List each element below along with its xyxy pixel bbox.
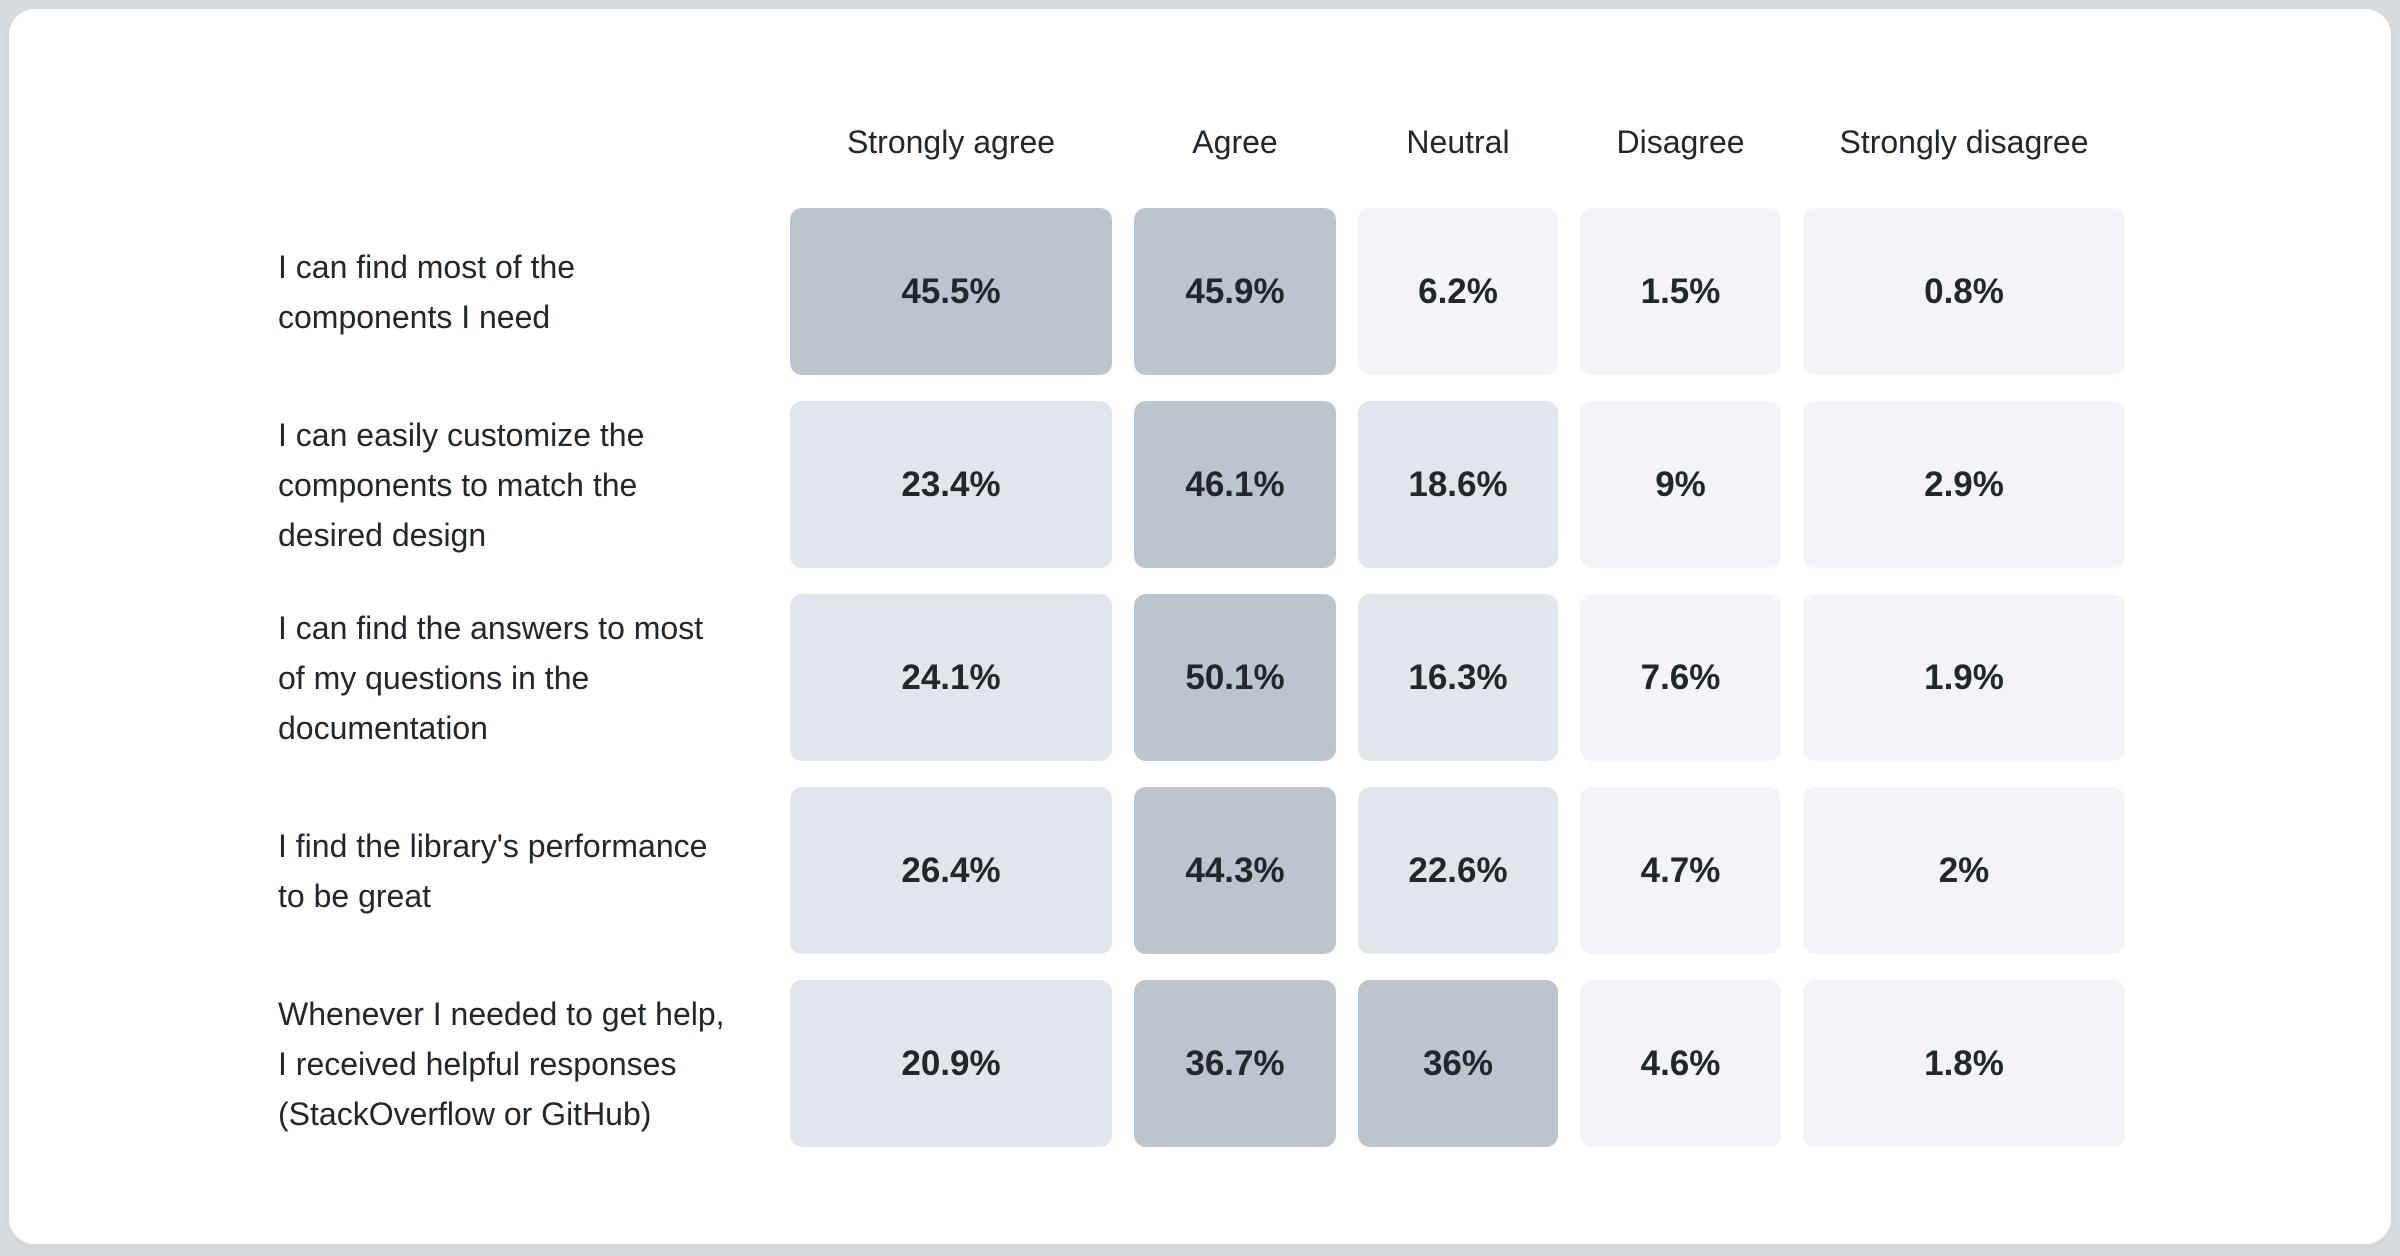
heatmap-cell: 7.6%: [1580, 594, 1781, 761]
row-label-line: to be great: [278, 877, 431, 914]
row-label-line: I can easily customize the: [278, 416, 645, 453]
column-header-agree: Agree: [1192, 123, 1278, 160]
heatmap-cell: 16.3%: [1358, 594, 1558, 761]
row-label-line: I can find the answers to most: [278, 609, 704, 646]
row-label-line: components to match the: [278, 466, 638, 503]
column-header-strongly-agree: Strongly agree: [846, 123, 1056, 160]
heatmap-cell: 1.9%: [1803, 594, 2125, 761]
column-header-strongly-disagree: Strongly disagree: [1839, 123, 2089, 160]
row-label-line: components I need: [278, 298, 551, 335]
heatmap-cell: 6.2%: [1358, 208, 1558, 375]
header-spacer: [278, 102, 768, 182]
heatmap-cell: 0.8%: [1803, 208, 2125, 375]
row-label-line: of my questions in the: [278, 659, 590, 696]
column-header-disagree: Disagree: [1616, 123, 1745, 160]
row-label-line: desired design: [278, 516, 487, 553]
row-label-line: (StackOverflow or GitHub): [278, 1095, 652, 1132]
heatmap-cell: 45.5%: [790, 208, 1112, 375]
column-header-neutral: Neutral: [1406, 123, 1510, 160]
row-label: I can easily customize the components to…: [278, 401, 768, 568]
heatmap-cell: 23.4%: [790, 401, 1112, 568]
row-label-line: Whenever I needed to get help,: [278, 995, 725, 1032]
heatmap-cell: 2.9%: [1803, 401, 2125, 568]
heatmap-cell: 26.4%: [790, 787, 1112, 954]
heatmap-cell: 36.7%: [1134, 980, 1336, 1147]
heatmap-cell: 4.6%: [1580, 980, 1781, 1147]
heatmap-cell: 4.7%: [1580, 787, 1781, 954]
row-label-line: I can find most of the: [278, 248, 576, 285]
heatmap-cell: 45.9%: [1134, 208, 1336, 375]
heatmap-cell: 44.3%: [1134, 787, 1336, 954]
heatmap-cell: 9%: [1580, 401, 1781, 568]
heatmap-cell: 2%: [1803, 787, 2125, 954]
row-label: I can find most of the components I need: [278, 208, 768, 375]
row-label-line: documentation: [278, 709, 488, 746]
row-label-line: I received helpful responses: [278, 1045, 677, 1082]
heatmap-cell: 1.5%: [1580, 208, 1781, 375]
heatmap-cell: 46.1%: [1134, 401, 1336, 568]
heatmap-cell: 36%: [1358, 980, 1558, 1147]
heatmap-cell: 18.6%: [1358, 401, 1558, 568]
row-label: I find the library's performance to be g…: [278, 787, 768, 954]
survey-results-card: Strongly agree Agree Neutral Disagree St…: [7, 7, 2393, 1246]
likert-survey-heatmap: Strongly agree Agree Neutral Disagree St…: [278, 102, 2125, 1147]
row-label: I can find the answers to most of my que…: [278, 594, 768, 761]
heatmap-cell: 20.9%: [790, 980, 1112, 1147]
heatmap-cell: 22.6%: [1358, 787, 1558, 954]
row-label-line: I find the library's performance: [278, 827, 708, 864]
heatmap-cell: 24.1%: [790, 594, 1112, 761]
heatmap-cell: 1.8%: [1803, 980, 2125, 1147]
row-label: Whenever I needed to get help, I receive…: [278, 980, 768, 1147]
heatmap-cell: 50.1%: [1134, 594, 1336, 761]
